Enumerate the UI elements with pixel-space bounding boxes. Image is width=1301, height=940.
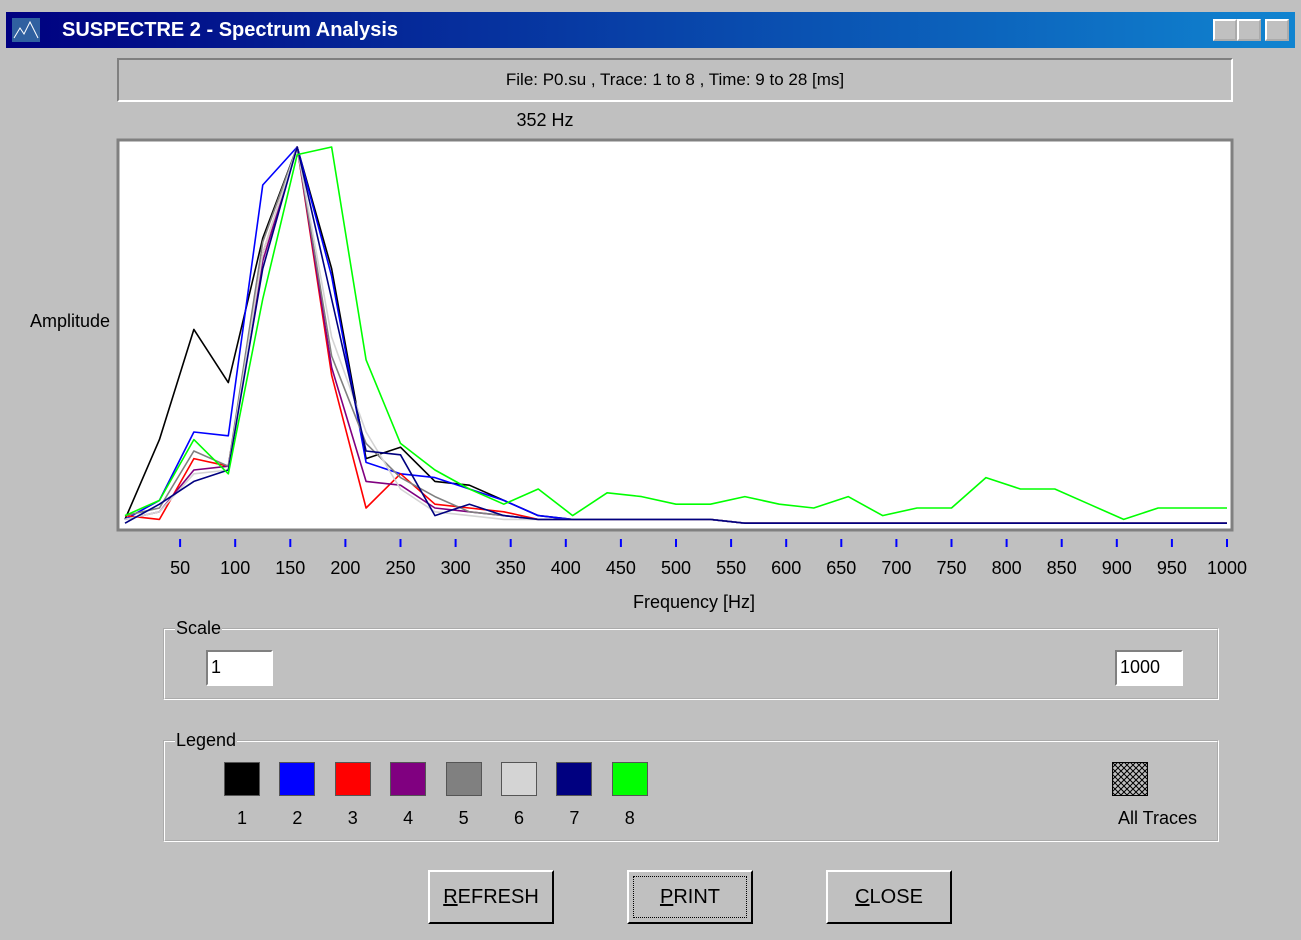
group-label: Scale xyxy=(175,618,222,639)
legend-label: 1 xyxy=(224,808,260,829)
legend-swatch[interactable] xyxy=(335,762,371,796)
group-label: Legend xyxy=(175,730,237,751)
x-tick-label: 650 xyxy=(826,558,856,578)
all-traces-label: All Traces xyxy=(1118,808,1197,829)
scale-min-input[interactable]: 1 xyxy=(206,650,273,686)
x-tick-label: 1000 xyxy=(1207,558,1247,578)
x-tick-label: 950 xyxy=(1157,558,1187,578)
legend-group: Legend xyxy=(163,740,1219,842)
x-tick-label: 400 xyxy=(551,558,581,578)
x-tick-label: 900 xyxy=(1102,558,1132,578)
window: SUSPECTRE 2 - Spectrum Analysis File: P0… xyxy=(0,0,1301,940)
all-traces-swatch[interactable] xyxy=(1112,762,1148,796)
x-tick-label: 300 xyxy=(441,558,471,578)
x-tick-label: 850 xyxy=(1047,558,1077,578)
legend-label: 7 xyxy=(556,808,592,829)
scale-max-input[interactable]: 1000 xyxy=(1115,650,1183,686)
legend-label: 2 xyxy=(279,808,315,829)
legend-label: 4 xyxy=(390,808,426,829)
plot-area xyxy=(118,140,1232,530)
legend-label: 5 xyxy=(446,808,482,829)
legend-label: 8 xyxy=(612,808,648,829)
close-window-button[interactable] xyxy=(1265,19,1289,41)
x-tick-label: 800 xyxy=(992,558,1022,578)
print-button[interactable]: PRINT xyxy=(627,870,753,924)
legend-label: 6 xyxy=(501,808,537,829)
x-tick-label: 600 xyxy=(771,558,801,578)
legend-swatch[interactable] xyxy=(224,762,260,796)
y-axis-label: Amplitude xyxy=(30,311,110,331)
close-button[interactable]: CLOSE xyxy=(826,870,952,924)
legend-swatch[interactable] xyxy=(612,762,648,796)
x-tick-label: 750 xyxy=(936,558,966,578)
x-tick-label: 450 xyxy=(606,558,636,578)
info-bar: File: P0.su , Trace: 1 to 8 , Time: 9 to… xyxy=(117,58,1233,102)
chart-annotation: 352 Hz xyxy=(516,110,573,130)
legend-swatch[interactable] xyxy=(501,762,537,796)
legend-swatch[interactable] xyxy=(390,762,426,796)
maximize-button[interactable] xyxy=(1237,19,1261,41)
x-tick-label: 350 xyxy=(496,558,526,578)
window-title: SUSPECTRE 2 - Spectrum Analysis xyxy=(62,12,398,48)
x-tick-label: 150 xyxy=(275,558,305,578)
title-bar: SUSPECTRE 2 - Spectrum Analysis xyxy=(6,12,1295,48)
chart: 352 Hz Amplitude Frequency [Hz] 50 100 150… xyxy=(0,110,1301,620)
refresh-button[interactable]: REFRESH xyxy=(428,870,554,924)
legend-swatch[interactable] xyxy=(446,762,482,796)
x-axis-label: Frequency [Hz] xyxy=(633,592,755,612)
x-tick-label: 700 xyxy=(881,558,911,578)
minimize-button[interactable] xyxy=(1213,19,1237,41)
x-tick-label: 200 xyxy=(330,558,360,578)
legend-label: 3 xyxy=(335,808,371,829)
x-tick-label: 550 xyxy=(716,558,746,578)
x-tick-label: 250 xyxy=(385,558,415,578)
x-tick-label: 50 xyxy=(170,558,190,578)
app-icon xyxy=(12,18,40,42)
legend-swatch[interactable] xyxy=(279,762,315,796)
scale-group: Scale xyxy=(163,628,1219,700)
legend-swatch[interactable] xyxy=(556,762,592,796)
x-tick-label: 500 xyxy=(661,558,691,578)
x-tick-label: 100 xyxy=(220,558,250,578)
